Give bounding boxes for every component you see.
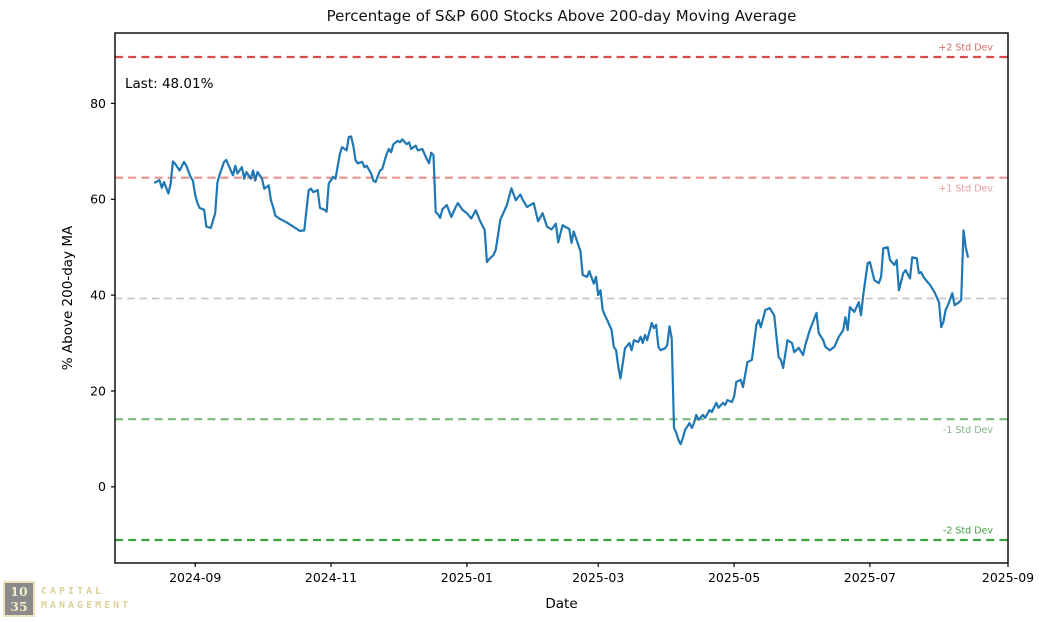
logo-word-capital: CAPITAL [41, 586, 105, 597]
logo-wordmark: CAPITAL MANAGEMENT [41, 581, 131, 612]
logo-badge-top: 10 [10, 584, 28, 599]
x-tick-label: 2024-11 [305, 570, 357, 585]
x-tick-label: 2025-01 [441, 570, 493, 585]
x-tick-label: 2025-05 [708, 570, 760, 585]
x-tick-label: 2024-09 [169, 570, 221, 585]
logo-word-management: MANAGEMENT [41, 599, 132, 611]
breadth-line [154, 135, 970, 446]
x-tick-label: 2025-09 [982, 570, 1034, 585]
band-label: +2 Std Dev [938, 43, 993, 54]
company-logo: 10 35 CAPITAL MANAGEMENT [3, 581, 131, 617]
band-label: -1 Std Dev [943, 425, 993, 436]
y-tick-label: 20 [90, 383, 106, 398]
y-tick-label: 80 [90, 96, 106, 111]
logo-badge: 10 35 [3, 581, 35, 617]
x-tick-label: 2025-03 [572, 570, 624, 585]
x-axis-label: Date [545, 596, 578, 612]
y-tick-label: 60 [90, 192, 106, 207]
plot-border [114, 32, 1009, 564]
x-tick-label: 2025-07 [844, 570, 896, 585]
band-label: -2 Std Dev [943, 526, 993, 537]
y-tick-label: 0 [98, 479, 106, 494]
y-axis-label: % Above 200-day MA [60, 225, 76, 371]
last-value-annotation: Last: 48.01% [125, 76, 214, 92]
chart-title: Percentage of S&P 600 Stocks Above 200-d… [326, 7, 797, 25]
y-tick-label: 40 [90, 288, 106, 303]
logo-badge-bottom: 35 [10, 599, 28, 614]
band-label: +1 Std Dev [938, 184, 993, 195]
